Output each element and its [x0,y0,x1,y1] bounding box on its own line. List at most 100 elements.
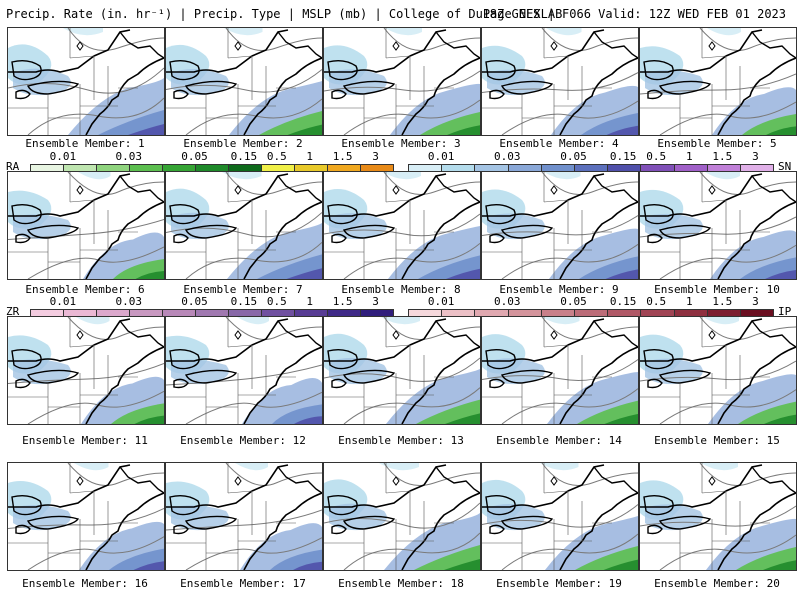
us-canada-border [482,318,605,362]
state-borders [324,491,454,570]
great-lakes-outline [169,494,238,535]
legend-tick-label: 0.5 [646,295,667,308]
precip-shading-offshore-core [134,415,164,424]
legend-tick-label: 3 [372,150,379,163]
ensemble-map-panel [7,171,165,280]
legend-swatch [409,165,443,171]
us-canada-border [482,29,605,73]
low-pressure-marker [76,41,84,51]
ensemble-map-panel [323,462,481,571]
ensemble-member-caption: Ensemble Member: 13 [338,434,464,447]
precip-shading-north [385,28,422,36]
isobar [640,73,796,95]
legend-tick-label: 1 [306,150,314,163]
isobar [383,172,480,195]
great-lakes-outline [643,494,712,535]
great-lakes-outline [11,348,80,389]
us-canada-border [166,318,289,362]
ensemble-member-caption: Ensemble Member: 10 [654,283,780,296]
canada-province-border [701,463,727,494]
low-pressure-marker [234,185,242,195]
legend-swatch [196,165,229,171]
low-pressure-marker [708,41,716,51]
state-borders [324,56,454,135]
coastline [559,201,638,279]
ensemble-map-panel [7,316,165,425]
great-lakes-outline [169,348,238,389]
isobar [541,463,638,486]
legend-tick-labels: 0.01 0.03 0.05 0.15 0.5 1 1.5 3 [408,295,772,308]
legend-swatch [295,310,328,316]
precip-shading-offshore-core [128,124,164,135]
coastline [85,57,164,135]
legend-color-bar-sleet [408,309,774,317]
ensemble-member-caption: Ensemble Member: 9 [499,283,619,296]
coastline-maine [751,320,796,348]
legend-tick-label: 1 [685,150,693,163]
coastline-maine [277,466,322,494]
state-borders [166,345,296,424]
legend-color-bar-rain [30,164,394,172]
isobar [67,172,164,195]
isobar [8,363,164,384]
great-lakes-outline [327,203,396,244]
ensemble-member-caption: Ensemble Member: 1 [25,137,145,150]
ensemble-member-caption: Ensemble Member: 17 [180,577,306,590]
us-canada-border [640,29,763,73]
isobar [67,317,164,340]
coastline-maine [277,175,322,203]
canada-province-border [227,172,253,203]
precip-shading-offshore-core [764,414,796,424]
precip-shading-offshore-core [605,269,638,279]
legend-tick-label: 0.15 [609,295,637,308]
legend-color-bar-snow [408,164,774,172]
isobar [482,504,638,528]
legend-swatch [608,310,642,316]
legend-tick-label: 0.01 [49,295,77,308]
legend-swatch [130,310,163,316]
isobar [166,509,322,531]
precip-shading-north [224,28,263,36]
precip-shading-north [379,463,419,471]
legend-tick-labels: 0.01 0.03 0.05 0.15 0.5 1 1.5 3 [408,150,772,163]
precip-shading-north [222,172,262,180]
legend-swatch [541,310,575,316]
precip-shading-offshore-core [603,559,638,570]
legend-swatch [328,165,361,171]
legend-swatch [229,310,262,316]
state-borders [640,200,770,279]
precip-shading-north [237,317,269,325]
canada-province-border [543,317,569,348]
precip-shading-north [546,28,582,36]
legend-tick-label: 0.05 [181,295,208,308]
state-borders [482,345,612,424]
legend-swatch [674,165,708,171]
precip-type-legend: RA SN 0.01 0.03 0.05 0.15 0.5 1 1.5 3 0.01 0.03 0.05… [0,150,800,176]
legend-swatch [229,165,262,171]
low-pressure-marker [76,185,84,195]
low-pressure-marker [550,185,558,195]
canada-province-border [543,172,569,203]
canada-province-border [701,172,727,203]
coastline [85,346,164,424]
ensemble-map-panel [323,171,481,280]
legend-tick-label: 0.15 [609,150,637,163]
header-product-description: Precip. Rate (in. hr⁻¹) | Precip. Type |… [6,7,563,21]
ensemble-member-caption: Ensemble Member: 6 [25,283,145,296]
state-borders [640,56,770,135]
ensemble-map-panel [165,462,323,571]
low-pressure-marker [708,330,716,340]
us-canada-border [8,464,131,508]
legend-tick-labels: 0.01 0.03 0.05 0.15 0.5 1 1.5 3 [30,150,392,163]
ensemble-member-caption: Ensemble Member: 5 [657,137,777,150]
legend-tick-label: 0.05 [560,295,587,308]
precip-shading-offshore-core [763,560,796,570]
coastline-maine [435,466,480,494]
legend-tick-label: 0.01 [427,150,455,163]
legend-tick-label: 1.5 [332,295,353,308]
coastline-maine [119,466,164,494]
coastline [85,201,164,279]
coastline [401,201,480,279]
ensemble-member-caption: Ensemble Member: 19 [496,577,622,590]
ensemble-member-caption: Ensemble Member: 20 [654,577,780,590]
